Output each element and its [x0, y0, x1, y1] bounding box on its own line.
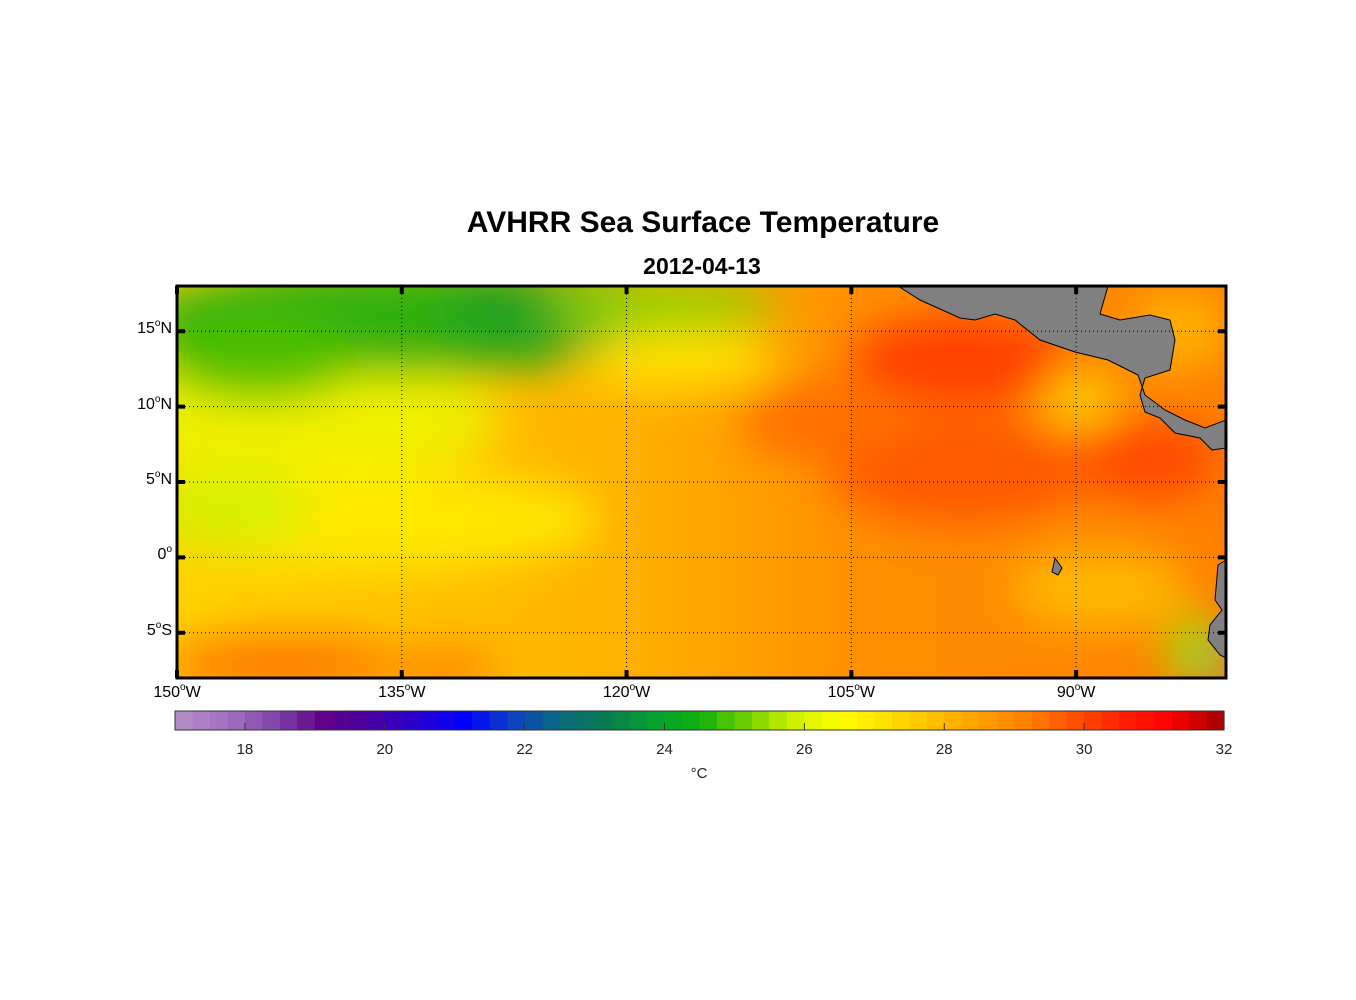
colorbar-swatch	[1049, 711, 1068, 730]
colorbar-swatch	[1136, 711, 1155, 730]
axis-ticks	[175, 286, 1226, 678]
y-tick-label: 5oS	[146, 619, 172, 639]
colorbar-swatch	[227, 711, 246, 730]
colorbar-swatch	[734, 711, 753, 730]
y-tick-label: 0o	[157, 544, 172, 564]
colorbar-swatch	[1154, 711, 1173, 730]
colorbar-swatch	[175, 711, 194, 730]
chart-subtitle: 2012-04-13	[643, 253, 761, 279]
colorbar-swatch	[314, 711, 333, 730]
colorbar-swatch	[821, 711, 840, 730]
grid-lines	[177, 286, 1226, 678]
colorbar-swatch	[1101, 711, 1120, 730]
colorbar-swatch	[297, 711, 316, 730]
colorbar-swatch	[874, 711, 893, 730]
colorbar-swatch	[891, 711, 910, 730]
colorbar-swatch	[507, 711, 526, 730]
y-tick-label: 15oN	[137, 318, 172, 338]
colorbar-swatch	[1014, 711, 1033, 730]
land-central-america	[897, 286, 1226, 451]
colorbar-frame	[174, 710, 1225, 731]
colorbar-swatch	[786, 711, 805, 730]
colorbar-tick-label: 32	[1215, 741, 1233, 758]
colorbar-swatch	[647, 711, 666, 730]
colorbar-unit: °C	[690, 765, 708, 782]
colorbar-swatch	[542, 711, 561, 730]
colorbar-swatch	[419, 711, 438, 730]
colorbar-swatch	[612, 711, 631, 730]
colorbar-swatch	[244, 711, 264, 730]
x-tick-label: 105oW	[827, 682, 876, 701]
colorbar-tick-label: 30	[1075, 741, 1093, 758]
colorbar-swatch	[367, 711, 386, 730]
colorbar-tick-label: 24	[656, 741, 673, 758]
colorbar-swatch	[559, 711, 578, 730]
colorbar-swatch	[402, 711, 421, 730]
colorbar-swatch	[524, 711, 543, 730]
x-tick-label: 135oW	[378, 682, 426, 701]
colorbar-swatch	[1189, 711, 1208, 730]
colorbar-swatch	[856, 711, 875, 730]
x-tick-label: 150oW	[153, 682, 201, 701]
colorbar-swatch	[437, 711, 456, 730]
colorbar-swatch	[209, 711, 229, 730]
colorbar-swatch	[664, 711, 683, 730]
colorbar	[174, 710, 1225, 731]
colorbar-swatch	[349, 711, 368, 730]
colorbar-swatch	[384, 711, 403, 730]
x-tick-label: 90oW	[1056, 682, 1096, 701]
sst-field	[177, 286, 1226, 678]
colorbar-swatch	[1206, 711, 1225, 730]
colorbar-swatch	[926, 711, 945, 730]
colorbar-tick-label: 22	[516, 741, 533, 758]
colorbar-swatch	[839, 711, 858, 730]
colorbar-swatch	[682, 711, 701, 730]
x-tick-label: 120oW	[602, 682, 651, 701]
y-tick-label: 5oN	[145, 469, 172, 488]
colorbar-swatch	[769, 711, 788, 730]
colorbar-swatch	[279, 711, 298, 730]
colorbar-swatch	[332, 711, 351, 730]
colorbar-swatch	[979, 711, 998, 730]
colorbar-swatch	[1066, 711, 1085, 730]
colorbar-swatch	[1171, 711, 1190, 730]
colorbar-swatch	[262, 711, 281, 730]
colorbar-swatch	[1119, 711, 1138, 730]
colorbar-swatch	[629, 711, 648, 730]
colorbar-swatch	[489, 711, 508, 730]
colorbar-swatch	[716, 711, 736, 730]
colorbar-swatch	[192, 711, 211, 730]
colorbar-tick-label: 18	[236, 741, 254, 758]
colorbar-tick-label: 28	[935, 741, 953, 758]
chart-title: AVHRR Sea Surface Temperature	[466, 206, 940, 239]
colorbar-swatch	[594, 711, 613, 730]
colorbar-swatch	[961, 711, 980, 730]
colorbar-swatch	[472, 711, 491, 730]
colorbar-swatch	[909, 711, 928, 730]
land-galapagos	[1051, 556, 1063, 576]
colorbar-swatch	[454, 711, 473, 730]
colorbar-swatch	[1031, 711, 1050, 730]
colorbar-swatch	[577, 711, 596, 730]
colorbar-swatch	[996, 711, 1015, 730]
y-tick-label: 10oN	[137, 393, 172, 413]
colorbar-swatch	[699, 711, 718, 730]
colorbar-swatch	[944, 711, 963, 730]
colorbar-swatch	[751, 711, 771, 730]
colorbar-swatch	[804, 711, 823, 730]
colorbar-tick-label: 20	[376, 741, 394, 758]
colorbar-swatch	[1084, 711, 1103, 730]
colorbar-tick-label: 26	[796, 741, 813, 758]
